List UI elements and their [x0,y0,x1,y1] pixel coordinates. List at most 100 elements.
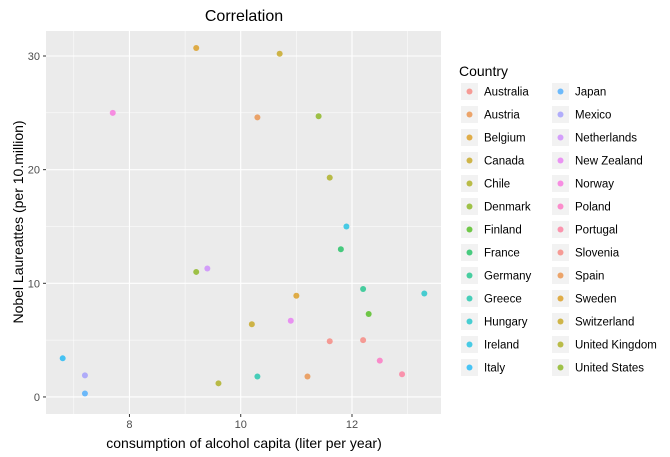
legend-marker [466,88,473,95]
y-tick-label: 20 [28,165,40,177]
legend-item: Netherlands [552,129,637,146]
legend-marker [466,180,473,187]
data-point [254,114,261,121]
legend-label: Greece [484,294,522,306]
plot-panel [46,31,441,414]
legend-marker [557,203,564,210]
legend-label: Canada [484,156,525,168]
data-point [360,337,367,344]
legend-marker [466,272,473,279]
legend-title: Country [459,63,508,79]
data-point [81,372,88,379]
legend-marker [466,295,473,302]
legend-label: Mexico [575,110,611,122]
legend-item: France [461,244,520,261]
legend-item: Australia [461,83,529,100]
legend-item: Japan [552,83,606,100]
legend-label: Sweden [575,294,617,306]
legend-item: Germany [461,267,532,284]
legend-label: United Kingdom [575,340,657,352]
legend-marker [466,203,473,210]
legend-marker [557,272,564,279]
legend-item: United States [552,359,644,376]
legend-label: Japan [575,87,606,99]
legend-marker [466,157,473,164]
legend-item: New Zealand [552,152,643,169]
legend-item: Slovenia [552,244,620,261]
data-point [326,338,333,345]
x-tick-label: 12 [346,419,358,431]
legend-label: Slovenia [575,248,620,260]
legend-item: Belgium [461,129,526,146]
legend-label: Spain [575,271,604,283]
legend-label: Belgium [484,133,526,145]
legend-item: Hungary [461,313,528,330]
legend-marker [466,249,473,256]
data-point [109,109,116,116]
legend-marker [557,226,564,233]
legend-label: New Zealand [575,156,643,168]
legend-marker [557,318,564,325]
legend-item: Ireland [461,336,519,353]
legend-label: Switzerland [575,317,634,329]
data-point [376,357,383,364]
data-point [326,174,333,181]
legend-label: United States [575,363,644,375]
legend-item: Spain [552,267,604,284]
data-point [421,290,428,297]
data-point [315,113,322,120]
axis-ticks: 8 10 12 0 10 20 30 [28,51,358,431]
legend-label: France [484,248,520,260]
data-point [254,373,261,380]
legend-item: United Kingdom [552,336,657,353]
legend-marker [466,341,473,348]
x-tick-label: 10 [235,419,247,431]
data-point [399,371,406,378]
legend-item: Sweden [552,290,617,307]
legend-item: Italy [461,359,505,376]
data-points [59,45,428,397]
legend-label: Australia [484,87,529,99]
legend-label: Germany [484,271,532,283]
data-point [304,373,311,380]
data-point [193,268,200,275]
legend-item: Canada [461,152,525,169]
y-axis-title: Nobel Laureattes (per 10.million) [10,120,26,323]
x-tick-label: 8 [126,419,132,431]
y-tick-label: 30 [28,51,40,63]
legend-item: Finland [461,221,522,238]
legend-marker [466,364,473,371]
legend-item: Portugal [552,221,618,238]
data-point [287,317,294,324]
legend-label: Austria [484,110,520,122]
legend-label: Chile [484,179,510,191]
legend-marker [557,134,564,141]
legend: Country Australia Austria Belgium Canada Chi… [459,63,657,376]
legend-label: Finland [484,225,522,237]
legend-label: Poland [575,202,611,214]
legend-label: Portugal [575,225,618,237]
legend-marker [466,226,473,233]
data-point [293,292,300,299]
legend-label: Hungary [484,317,528,329]
legend-marker [557,295,564,302]
legend-label: Denmark [484,202,531,214]
data-point [365,310,372,317]
y-tick-label: 10 [28,278,40,290]
legend-label: Italy [484,363,505,375]
legend-marker [466,111,473,118]
legend-item: Greece [461,290,522,307]
data-point [276,50,283,57]
legend-marker [466,318,473,325]
legend-item: Chile [461,175,510,192]
data-point [343,223,350,230]
legend-item: Norway [552,175,614,192]
legend-label: Norway [575,179,614,191]
legend-marker [557,88,564,95]
legend-marker [557,180,564,187]
legend-item: Denmark [461,198,531,215]
chart-title: Correlation [205,8,283,25]
legend-label: Netherlands [575,133,637,145]
data-point [59,355,66,362]
